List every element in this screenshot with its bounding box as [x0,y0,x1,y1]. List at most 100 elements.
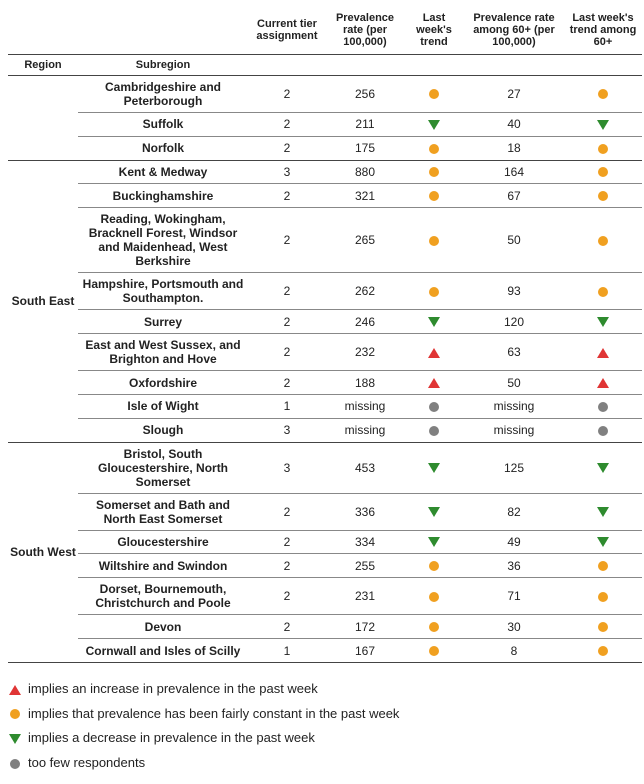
tier-cell: 2 [248,76,326,113]
tier-cell: 2 [248,334,326,371]
prevalence-cell: 334 [326,530,404,554]
tier-cell: 3 [248,442,326,493]
col-tier: Current tier assignment [248,8,326,55]
legend-item: implies an increase in prevalence in the… [8,677,636,702]
trend-cell [404,208,464,273]
col-prev60: Prevalence rate among 60+ (per 100,000) [464,8,564,55]
subregion-cell: Gloucestershire [78,530,248,554]
trend-flat-icon [427,284,441,298]
prevalence60-cell: missing [464,394,564,418]
trend-up-icon [427,375,441,389]
trend60-cell [564,273,642,310]
prevalence60-cell: 67 [464,184,564,208]
prevalence60-cell: missing [464,418,564,442]
subregion-cell: Somerset and Bath and North East Somerse… [78,493,248,530]
subregion-cell: East and West Sussex, and Brighton and H… [78,334,248,371]
legend-text: implies that prevalence has been fairly … [28,702,399,727]
prevalence-cell: 175 [326,136,404,160]
trend60-flat-icon [596,188,610,202]
subregion-cell: Bristol, South Gloucestershire, North So… [78,442,248,493]
table-row: East and West Sussex, and Brighton and H… [8,334,642,371]
table-row: Gloucestershire233449 [8,530,642,554]
trend-cell [404,273,464,310]
table-row: South WestBristol, South Gloucestershire… [8,442,642,493]
subregion-cell: Cornwall and Isles of Scilly [78,639,248,663]
tier-cell: 2 [248,208,326,273]
tier-cell: 2 [248,184,326,208]
trend60-down-icon [596,314,610,328]
prevalence60-cell: 82 [464,493,564,530]
trend60-cell [564,76,642,113]
trend60-cell [564,136,642,160]
prevalence-cell: 453 [326,442,404,493]
trend-flat-icon [427,558,441,572]
trend60-flat-icon [596,141,610,155]
trend-cell [404,371,464,395]
trend-down-icon [427,314,441,328]
subregion-cell: Surrey [78,310,248,334]
trend60-cell [564,371,642,395]
table-row: Reading, Wokingham, Bracknell Forest, Wi… [8,208,642,273]
trend-flat-icon [427,643,441,657]
table-row: Cambridgeshire and Peterborough225627 [8,76,642,113]
legend-item: implies that prevalence has been fairly … [8,702,636,727]
prevalence60-cell: 93 [464,273,564,310]
trend-up-icon [427,345,441,359]
prevalence-cell: 321 [326,184,404,208]
trend60-cell [564,394,642,418]
trend-flat-icon [427,188,441,202]
trend-few-icon [427,399,441,413]
trend-flat-icon [427,233,441,247]
prevalence60-cell: 30 [464,615,564,639]
trend60-few-icon [596,399,610,413]
trend60-cell [564,639,642,663]
trend60-flat-icon [596,284,610,298]
trend60-cell [564,615,642,639]
trend-few-icon [427,423,441,437]
legend-item: implies a decrease in prevalence in the … [8,726,636,751]
tier-cell: 2 [248,554,326,578]
prevalence-cell: 336 [326,493,404,530]
trend-cell [404,334,464,371]
table-row: Slough3missingmissing [8,418,642,442]
legend-text: implies a decrease in prevalence in the … [28,726,315,751]
col-sub-blank [78,8,248,55]
trend60-flat-icon [596,589,610,603]
trend60-cell [564,184,642,208]
trend-cell [404,639,464,663]
subregion-cell: Norfolk [78,136,248,160]
trend-flat-icon [427,619,441,633]
subregion-cell: Hampshire, Portsmouth and Southampton. [78,273,248,310]
tier-cell: 1 [248,639,326,663]
trend60-down-icon [596,504,610,518]
trend-cell [404,418,464,442]
table-row: Surrey2246120 [8,310,642,334]
table-row: Devon217230 [8,615,642,639]
prevalence60-cell: 50 [464,208,564,273]
prevalence60-cell: 50 [464,371,564,395]
trend60-cell [564,578,642,615]
subregion-cell: Reading, Wokingham, Bracknell Forest, Wi… [78,208,248,273]
trend60-flat-icon [596,619,610,633]
trend-cell [404,578,464,615]
tier-cell: 2 [248,113,326,137]
legend-text: implies an increase in prevalence in the… [28,677,318,702]
trend60-down-icon [596,460,610,474]
table-row: Buckinghamshire232167 [8,184,642,208]
trend60-cell [564,493,642,530]
trend-cell [404,530,464,554]
subregion-cell: Kent & Medway [78,160,248,184]
legend-few-icon [8,751,22,776]
trend60-cell [564,334,642,371]
trend-cell [404,310,464,334]
subregion-cell: Isle of Wight [78,394,248,418]
table-row: Dorset, Bournemouth, Christchurch and Po… [8,578,642,615]
trend-down-icon [427,117,441,131]
legend-text: too few respondents [28,751,145,776]
prevalence-cell: 211 [326,113,404,137]
region-cell: South East [8,160,78,442]
prevalence60-cell: 40 [464,113,564,137]
region-cell [8,76,78,161]
prevalence-cell: 231 [326,578,404,615]
col-trend: Last week's trend [404,8,464,55]
